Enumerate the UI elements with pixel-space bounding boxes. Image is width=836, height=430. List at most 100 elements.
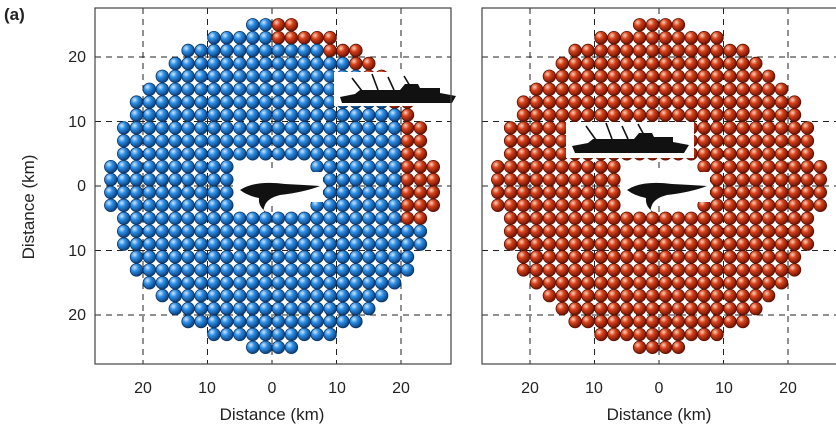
red-sphere	[594, 314, 608, 329]
blue-sphere	[258, 31, 273, 45]
blue-sphere	[142, 211, 157, 226]
blue-sphere	[168, 121, 183, 135]
red-sphere	[787, 134, 802, 148]
blue-sphere	[323, 263, 337, 277]
red-sphere	[736, 69, 750, 84]
blue-sphere	[323, 224, 337, 238]
blue-sphere	[271, 301, 286, 316]
blue-sphere	[336, 301, 350, 316]
blue-sphere	[349, 198, 363, 213]
blue-sphere	[181, 56, 195, 71]
red-sphere	[607, 43, 621, 58]
blue-sphere	[349, 108, 363, 122]
red-sphere	[671, 43, 686, 58]
red-sphere	[581, 250, 595, 264]
red-sphere	[362, 56, 376, 71]
blue-sphere	[297, 224, 312, 238]
red-sphere	[658, 95, 673, 109]
blue-sphere	[168, 224, 183, 238]
blue-sphere	[207, 237, 221, 251]
red-sphere	[594, 185, 608, 200]
red-sphere	[697, 31, 711, 45]
blue-sphere	[181, 263, 195, 277]
red-sphere	[413, 198, 428, 213]
blue-sphere	[194, 198, 208, 213]
red-sphere	[632, 301, 647, 316]
red-sphere	[774, 147, 789, 161]
red-sphere	[568, 301, 582, 316]
red-sphere	[774, 224, 789, 238]
blue-sphere	[284, 121, 299, 135]
blue-sphere	[116, 121, 131, 135]
blue-sphere	[181, 237, 195, 251]
red-sphere	[620, 250, 634, 264]
blue-sphere	[194, 82, 208, 97]
red-sphere	[658, 263, 673, 277]
red-sphere	[697, 250, 711, 264]
red-sphere	[400, 121, 415, 135]
red-sphere	[710, 95, 724, 109]
red-sphere	[594, 159, 608, 174]
red-sphere	[632, 263, 647, 277]
red-sphere	[761, 198, 776, 213]
blue-sphere	[323, 147, 337, 161]
red-sphere	[284, 31, 299, 45]
blue-sphere	[220, 95, 234, 109]
blue-sphere	[284, 250, 299, 264]
blue-sphere	[245, 56, 260, 71]
red-sphere	[671, 327, 686, 342]
blue-sphere	[220, 134, 234, 148]
red-sphere	[658, 82, 673, 97]
blue-sphere	[258, 108, 273, 122]
blue-sphere	[374, 288, 389, 303]
red-sphere	[761, 276, 776, 290]
red-sphere	[632, 43, 647, 58]
blue-sphere	[142, 172, 157, 187]
whale-icon	[624, 172, 710, 212]
blue-sphere	[374, 198, 389, 213]
blue-sphere	[323, 134, 337, 148]
blue-sphere	[207, 198, 221, 213]
blue-sphere	[245, 314, 260, 329]
blue-sphere	[129, 95, 144, 109]
red-sphere	[736, 121, 750, 135]
red-sphere	[555, 108, 570, 122]
blue-sphere	[155, 237, 170, 251]
blue-sphere	[336, 314, 350, 329]
red-sphere	[503, 224, 518, 238]
red-sphere	[632, 224, 647, 238]
blue-sphere	[374, 185, 389, 200]
red-sphere	[529, 172, 544, 187]
red-sphere	[723, 250, 737, 264]
red-sphere	[607, 211, 621, 226]
blue-sphere	[258, 69, 273, 84]
blue-sphere	[129, 224, 144, 238]
red-sphere	[594, 31, 608, 45]
blue-sphere	[258, 211, 273, 226]
blue-sphere	[220, 314, 234, 329]
red-sphere	[529, 82, 544, 97]
blue-sphere	[129, 198, 144, 213]
blue-sphere	[400, 224, 415, 238]
red-sphere	[594, 288, 608, 303]
blue-sphere	[271, 108, 286, 122]
blue-sphere	[374, 250, 389, 264]
red-sphere	[645, 224, 660, 238]
red-sphere	[710, 147, 724, 161]
red-sphere	[761, 172, 776, 187]
blue-sphere	[220, 198, 234, 213]
red-sphere	[581, 237, 595, 251]
blue-sphere	[284, 108, 299, 122]
red-sphere	[658, 31, 673, 45]
blue-sphere	[258, 340, 273, 355]
red-sphere	[658, 276, 673, 290]
red-sphere	[723, 276, 737, 290]
blue-sphere	[362, 276, 376, 290]
blue-sphere	[362, 198, 376, 213]
blue-sphere	[323, 276, 337, 290]
right-spheres	[491, 18, 828, 355]
red-sphere	[529, 95, 544, 109]
blue-sphere	[142, 185, 157, 200]
blue-sphere	[233, 108, 247, 122]
red-sphere	[516, 198, 531, 213]
